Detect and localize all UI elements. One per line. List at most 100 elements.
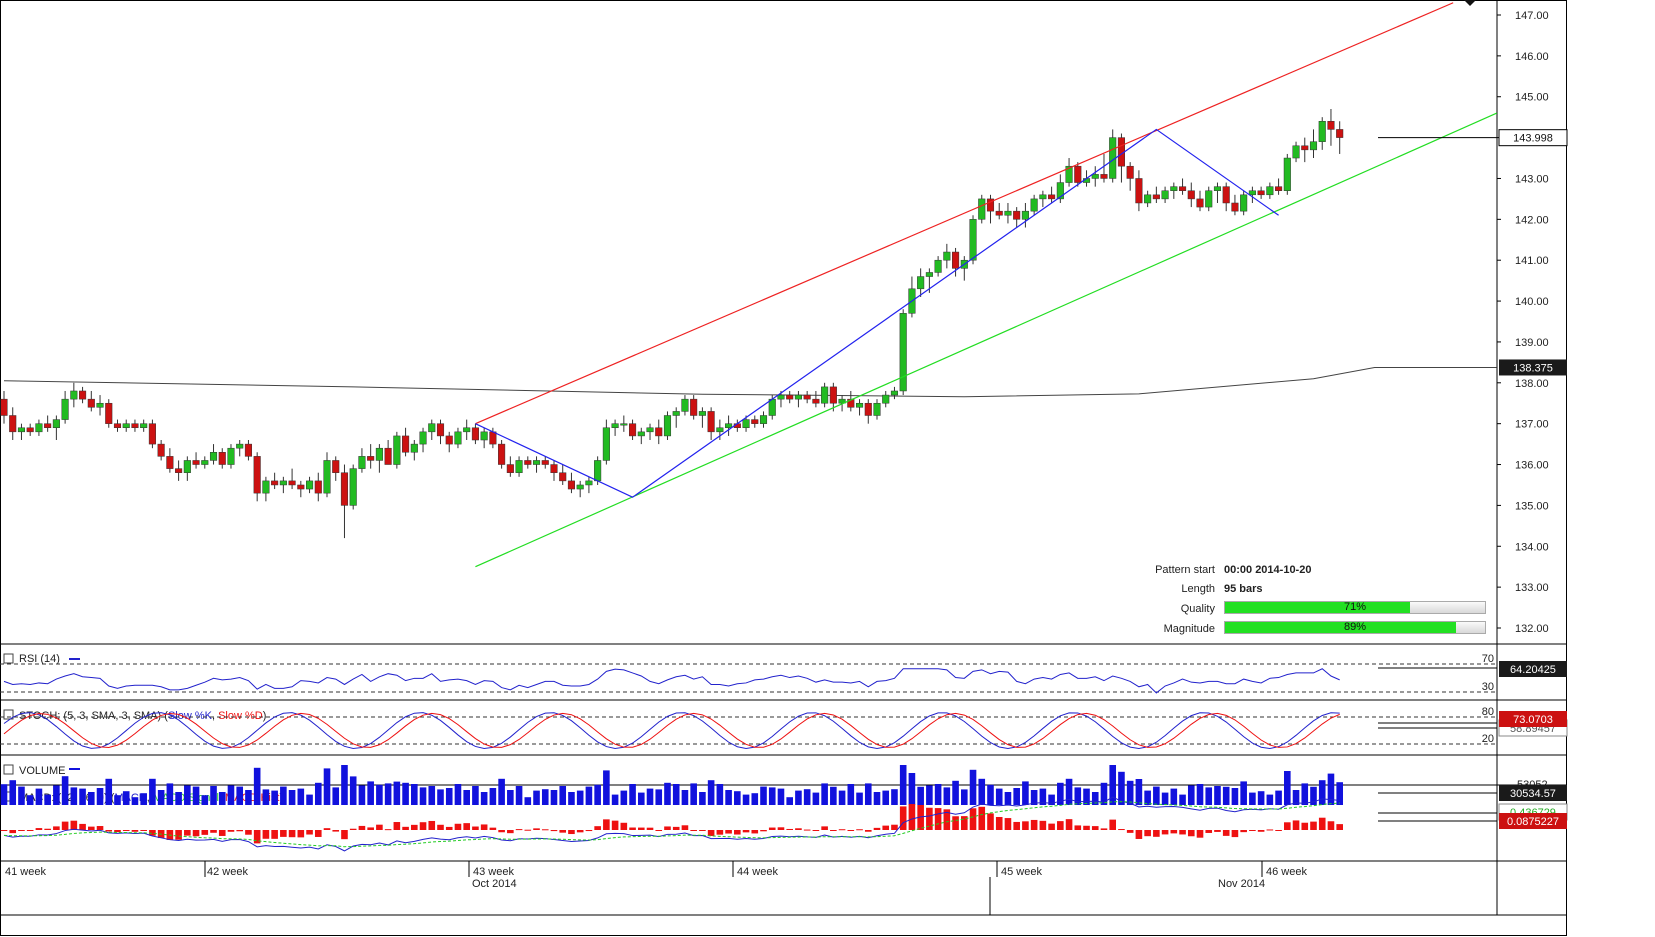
volume-bar <box>149 778 156 805</box>
macd-hist-bar <box>18 830 25 831</box>
macd-hist-bar <box>978 806 986 830</box>
volume-bar <box>891 789 898 805</box>
price-tick-label: 146.00 <box>1515 51 1549 63</box>
candle <box>629 423 637 437</box>
rsi-level-30: 30 <box>1482 681 1494 693</box>
week-label: 41 week <box>5 866 46 878</box>
macd-hist-bar <box>550 830 558 832</box>
volume-bar <box>987 784 994 805</box>
macd-hist-bar <box>480 824 488 830</box>
macd-hist-bar <box>934 808 942 830</box>
stoch-close-icon[interactable] <box>3 709 14 720</box>
candle <box>899 313 907 392</box>
pattern-lines <box>475 2 1498 568</box>
price-tick-label: 134.00 <box>1515 541 1549 553</box>
volume-bar <box>812 792 820 805</box>
volume-bar <box>1109 765 1117 805</box>
volume-bar <box>280 786 287 805</box>
candle <box>803 394 811 400</box>
volume-bar <box>271 790 278 805</box>
candle <box>262 480 270 494</box>
volume-bar <box>140 793 147 805</box>
candle <box>244 443 252 457</box>
candle <box>506 464 514 473</box>
volume-bar <box>969 769 977 805</box>
candle <box>1021 210 1029 220</box>
volume-bar <box>53 785 60 805</box>
macd-hist-bar <box>847 830 855 831</box>
candle <box>681 398 689 412</box>
candle <box>1231 202 1239 212</box>
candle <box>201 460 209 465</box>
macd-hist-bar <box>1100 828 1108 830</box>
macd-hist-bar <box>515 829 523 831</box>
candle <box>1144 194 1152 204</box>
volume-bar <box>332 787 340 805</box>
candle <box>140 423 148 429</box>
rsi-value-badge <box>1499 661 1567 677</box>
candle <box>943 251 951 261</box>
volume-bar <box>1161 792 1169 805</box>
pattern-start-label: Pattern start <box>1155 564 1215 576</box>
candle <box>1318 121 1326 142</box>
macd-hist-bar <box>690 830 697 831</box>
macd-hist-bar <box>1135 830 1143 839</box>
candle <box>1048 194 1056 200</box>
macd-hist-bar <box>541 829 549 831</box>
macd-hist-bar <box>943 809 951 830</box>
volume-bar <box>428 786 436 805</box>
candle <box>1240 194 1248 212</box>
candle <box>532 460 541 465</box>
candle <box>576 484 584 490</box>
macd-hist-bar <box>620 822 628 830</box>
volume-bar <box>1301 783 1309 805</box>
price-tick-label: 141.00 <box>1515 255 1549 267</box>
volume-bars <box>0 765 1343 805</box>
candle <box>1257 190 1265 196</box>
week-label: 43 week <box>473 866 514 878</box>
volume-bar <box>1153 786 1160 805</box>
volume-bar <box>349 776 357 805</box>
stoch-k-line <box>3 712 1340 750</box>
candle <box>1248 190 1256 196</box>
volume-bar <box>61 776 69 805</box>
macd-hist-bar <box>507 830 514 834</box>
macd-hist-bar <box>1039 820 1047 830</box>
volume-bar <box>1030 790 1038 805</box>
macd-hist-bar <box>1318 817 1326 830</box>
macd-hist-bar <box>821 826 828 830</box>
candle <box>271 480 279 486</box>
candle <box>209 452 218 461</box>
candle <box>428 423 436 433</box>
candle <box>637 431 645 437</box>
macd-signal-line <box>3 801 1340 848</box>
volume-close-icon[interactable] <box>3 764 14 775</box>
candle <box>1056 182 1064 200</box>
ma-value-badge <box>1499 359 1567 376</box>
macd-hist-bar <box>1179 830 1186 835</box>
macd-hist-bar <box>437 824 444 830</box>
candle <box>218 452 226 465</box>
volume-bar <box>1039 788 1047 805</box>
candle <box>882 394 890 404</box>
macd-hist-bar <box>1170 830 1178 834</box>
macd-hist-bar <box>559 830 567 833</box>
candle <box>925 272 933 277</box>
candle <box>26 427 34 433</box>
scroll-arrow-icon[interactable] <box>1464 0 1476 6</box>
volume-bar <box>1065 778 1073 805</box>
volume-bar <box>786 797 793 805</box>
candle <box>786 394 794 400</box>
volume-bar <box>463 790 470 805</box>
volume-bar <box>1074 787 1082 805</box>
volume-bar <box>830 786 837 805</box>
candle <box>183 460 191 473</box>
volume-bar <box>664 782 671 805</box>
macd-hist-bar <box>1065 819 1073 830</box>
macd-hist-bar <box>358 825 366 830</box>
rsi-close-icon[interactable] <box>3 653 14 664</box>
volume-bar <box>681 790 689 805</box>
candle <box>445 435 453 445</box>
macd-hist-bar <box>53 826 60 830</box>
rsi-value: 64.20425 <box>1510 664 1556 676</box>
